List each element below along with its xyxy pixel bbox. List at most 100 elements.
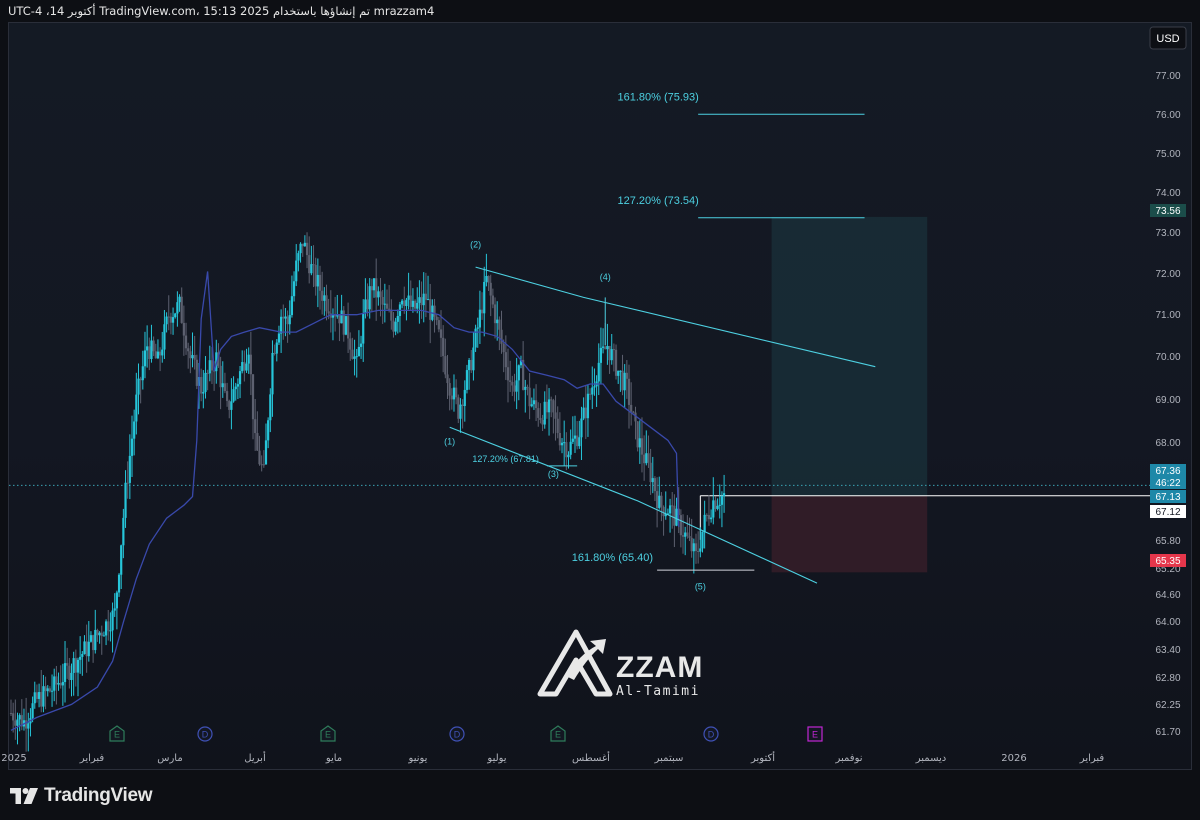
candle[interactable] [591,387,594,395]
candle[interactable] [12,713,15,721]
candle[interactable] [446,374,449,384]
candle[interactable] [554,412,557,419]
candle[interactable] [537,408,540,418]
candle[interactable] [48,688,51,692]
candle[interactable] [392,320,395,332]
candle[interactable] [470,359,473,371]
candle[interactable] [377,291,380,298]
candle[interactable] [625,372,628,379]
candle[interactable] [359,343,363,347]
candle[interactable] [707,515,711,520]
candle[interactable] [623,372,626,391]
candle[interactable] [182,322,185,336]
candle[interactable] [442,337,445,357]
candle[interactable] [31,703,34,719]
candle[interactable] [303,242,306,247]
candle[interactable] [277,333,281,343]
candle[interactable] [267,420,270,441]
candle[interactable] [413,300,417,309]
ma-line[interactable] [10,271,680,731]
candle[interactable] [204,372,207,392]
candle[interactable] [422,293,425,306]
candle[interactable] [604,346,607,350]
candle[interactable] [547,399,551,413]
candle[interactable] [141,366,144,381]
candle[interactable] [299,243,302,254]
candle[interactable] [66,663,69,666]
candle[interactable] [107,621,110,631]
candle[interactable] [228,400,231,410]
candle[interactable] [532,400,536,405]
candle[interactable] [632,411,635,413]
candle[interactable] [489,282,492,296]
candle[interactable] [582,407,585,419]
candle[interactable] [68,665,71,680]
candle[interactable] [705,514,708,516]
candle[interactable] [282,316,285,319]
candle[interactable] [468,359,471,371]
candle[interactable] [517,365,520,381]
candle[interactable] [407,295,410,300]
candle[interactable] [295,260,298,282]
candle[interactable] [612,349,615,351]
candle[interactable] [673,505,676,526]
candle[interactable] [301,243,304,247]
candle[interactable] [133,421,136,439]
candle[interactable] [355,356,358,358]
candle[interactable] [541,419,544,425]
candle[interactable] [148,346,151,359]
candle[interactable] [346,316,350,339]
candle[interactable] [243,362,246,371]
candle[interactable] [342,310,345,335]
candle[interactable] [314,264,317,287]
candle[interactable] [465,370,469,390]
candle[interactable] [46,688,49,692]
candle[interactable] [403,300,406,307]
candle[interactable] [684,532,687,537]
candle[interactable] [556,418,559,433]
tradingview-logo[interactable]: TradingView [10,785,153,807]
candle[interactable] [230,401,233,410]
candle[interactable] [396,316,399,322]
candle[interactable] [258,450,261,465]
candle[interactable] [122,517,125,546]
candle[interactable] [450,395,453,400]
candle[interactable] [288,315,291,325]
candle[interactable] [692,543,695,552]
candle[interactable] [636,421,639,448]
candle[interactable] [643,454,646,464]
candle[interactable] [405,299,408,307]
target-zone[interactable] [771,216,928,496]
candle[interactable] [163,324,166,350]
candle[interactable] [245,363,248,371]
candle[interactable] [63,663,67,683]
candle[interactable] [187,348,190,352]
candle[interactable] [703,514,706,532]
candle[interactable] [606,345,609,350]
candle[interactable] [262,464,265,466]
candle[interactable] [563,442,566,444]
candle[interactable] [154,351,157,359]
candle[interactable] [694,543,698,552]
candle[interactable] [504,352,507,368]
candle[interactable] [351,349,354,359]
candle[interactable] [280,316,283,334]
candle[interactable] [81,654,84,657]
candle[interactable] [152,340,155,352]
candle[interactable] [671,505,674,507]
candle[interactable] [601,346,605,348]
candle[interactable] [558,432,561,446]
candle[interactable] [539,417,542,420]
stop-zone[interactable] [771,495,928,573]
candle[interactable] [366,299,369,310]
candle[interactable] [411,300,415,307]
candle[interactable] [656,491,659,508]
candle[interactable] [357,346,360,357]
candle[interactable] [44,686,47,692]
candle[interactable] [589,393,592,395]
candle[interactable] [686,532,689,537]
candle[interactable] [223,383,227,392]
candle[interactable] [111,610,114,631]
candle[interactable] [221,383,224,388]
